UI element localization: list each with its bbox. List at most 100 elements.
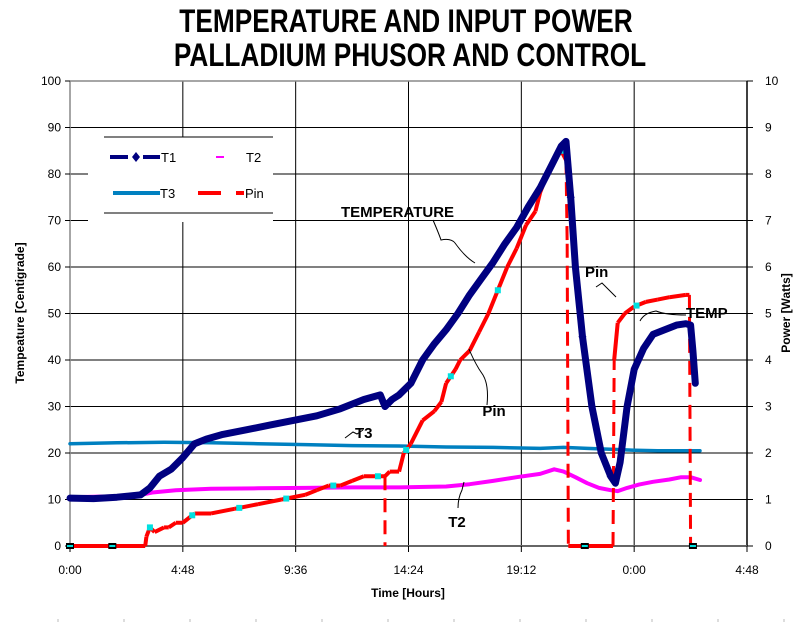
axis-point-marker-fill	[67, 545, 73, 547]
axes	[57, 80, 785, 622]
series-pin-marker	[633, 302, 640, 309]
x-tick-label: 0:00	[622, 563, 646, 577]
series-pin-segment	[565, 243, 570, 547]
series-pin-segment	[439, 382, 449, 403]
series-pin-segment	[669, 292, 687, 300]
legend-label-pin: Pin	[245, 186, 264, 201]
annotations: TEMPERATURE Pin T3 T2 Pin TEMP	[341, 204, 728, 531]
series-pin-segment	[486, 289, 500, 315]
y2-tick-label: 5	[765, 307, 772, 321]
legend-background	[88, 137, 273, 222]
series-t1-marker	[566, 192, 575, 203]
series-pin-segment	[657, 295, 670, 302]
series-pin-marker	[189, 512, 196, 519]
series-pin-segment	[304, 488, 318, 497]
y-tick-label: 70	[48, 214, 62, 228]
y-tick-label: 10	[48, 493, 62, 507]
series-pin-segment	[623, 304, 636, 316]
axis-point-marker-fill	[689, 545, 696, 547]
y2-tick-label: 1	[765, 493, 772, 507]
annotation-label: T3	[355, 425, 373, 442]
chart-title-line-2: PALLADIUM PHUSOR AND CONTROL	[173, 37, 647, 73]
series-pin-marker	[283, 495, 290, 502]
series-pin-segment	[409, 419, 425, 445]
series-pin-marker	[494, 287, 501, 294]
series-t1-line	[66, 137, 699, 503]
series-layer	[66, 137, 702, 549]
series-t1-marker	[606, 471, 615, 482]
annotation-leader	[432, 219, 476, 264]
x-tick-label: 0:00	[58, 563, 82, 577]
series-pin-segment	[257, 497, 282, 507]
axis-point-marker-fill	[109, 545, 116, 547]
y2-tick-label: 7	[765, 214, 772, 228]
series-t1-marker	[587, 401, 596, 412]
legend-label-t1: T1	[161, 150, 176, 165]
series-pin-marker	[403, 446, 410, 453]
series-pin-segment	[616, 312, 627, 325]
series-pin-marker	[374, 473, 381, 480]
series-t1-marker	[578, 331, 587, 342]
series-pin-segment	[153, 525, 165, 534]
gridlines	[70, 81, 747, 546]
y-tick-label: 20	[48, 446, 62, 460]
legend-label-t3: T3	[160, 186, 175, 201]
series-pin-segment	[467, 331, 481, 352]
y2-tick-label: 9	[765, 121, 772, 135]
tick-labels: 0 10 20 30 40 50 60 70 80 90 100 0 1 2 3 4 5 6 7 8 9 10 0:00 4:…	[41, 74, 779, 577]
series-pin-segment	[533, 192, 543, 212]
x-tick-label: 19:12	[506, 563, 536, 577]
y2-tick-label: 6	[765, 260, 772, 274]
annotation-label: Pin	[482, 403, 505, 420]
annotation-leader	[468, 348, 488, 406]
series-t1-marker	[597, 448, 606, 458]
series-t2	[68, 467, 702, 500]
axis-point-marker-fill	[581, 545, 588, 547]
y2-axis-label: Power [Watts]	[779, 273, 793, 353]
series-pin-segment	[397, 452, 406, 473]
y-tick-label: 100	[41, 74, 61, 88]
y2-tick-label: 4	[765, 353, 772, 367]
series-t2-line	[68, 467, 702, 500]
series-pin-segment	[505, 247, 519, 268]
annotation-leader	[344, 429, 364, 439]
y-tick-label: 0	[54, 539, 61, 553]
series-t1	[66, 137, 699, 503]
series-pin-segment	[645, 297, 659, 304]
series-pin-segment	[339, 479, 353, 488]
annotation-label: TEMPERATURE	[341, 204, 454, 221]
y2-tick-label: 0	[765, 539, 772, 553]
legend-label-t2: T2	[246, 150, 261, 165]
series-t1-marker	[571, 262, 580, 272]
y-tick-label: 80	[48, 167, 62, 181]
series-pin-segment	[351, 474, 365, 483]
x-tick-label: 9:36	[284, 563, 308, 577]
x-tick-label: 4:48	[171, 563, 195, 577]
y2-tick-label: 2	[765, 446, 772, 460]
chart-title-line-1: TEMPERATURE AND INPUT POWER	[179, 3, 633, 39]
series-pin-marker	[447, 373, 454, 380]
series-pin-segment	[421, 409, 436, 423]
series-pin-segment	[612, 322, 620, 361]
y-tick-label: 30	[48, 400, 62, 414]
series-pin-marker	[146, 524, 153, 531]
y2-tick-label: 8	[765, 167, 772, 181]
series-pin-segment	[477, 312, 491, 334]
series-pin-segment	[524, 210, 538, 227]
y-axis-label: Tempeature [Centigrade]	[13, 242, 27, 383]
x-axis-label: Time [Hours]	[371, 586, 445, 600]
series-pin-marker	[330, 482, 337, 489]
series-pin-segment	[383, 470, 392, 478]
series-pin-segment	[514, 224, 528, 250]
legend: T1 T2 T3 Pin	[88, 136, 273, 222]
y2-tick-label: 3	[765, 400, 772, 414]
series-pin-segment	[210, 506, 235, 516]
legend-t1-marker	[132, 152, 140, 162]
y-tick-label: 40	[48, 353, 62, 367]
series-pin-segment	[316, 483, 330, 493]
series-pin-segment	[458, 349, 472, 362]
series-t3-line	[68, 440, 702, 453]
series-pin-segment	[611, 359, 616, 547]
series-pin-marker	[236, 504, 243, 511]
series-pin-segment	[432, 400, 444, 413]
